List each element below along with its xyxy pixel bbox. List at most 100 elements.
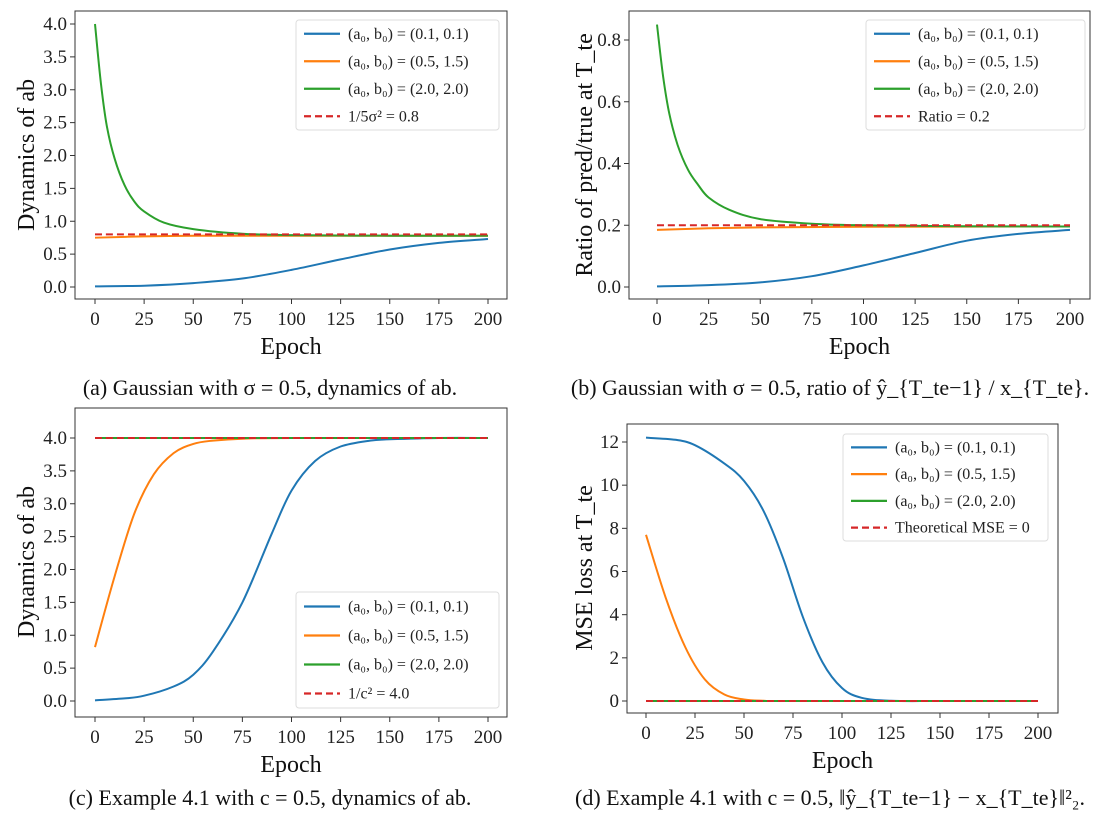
x-tick-label: 75 <box>802 309 821 330</box>
x-tick-label: 100 <box>277 309 306 330</box>
legend-label: Ratio = 0.2 <box>918 108 990 125</box>
y-tick-label: 4.0 <box>43 14 67 35</box>
x-tick-label: 175 <box>1004 309 1033 330</box>
legend: (a₀, b₀) = (0.1, 0.1) (a₀, b₀) = (0.5, 1.… <box>295 591 500 709</box>
y-tick-label: 2 <box>610 648 620 669</box>
x-tick-label: 0 <box>90 309 100 330</box>
legend-label: (a₀, b₀) = (2.0, 2.0) <box>348 81 469 98</box>
x-tick-label: 125 <box>326 309 355 330</box>
y-tick-label: 0.4 <box>597 154 621 175</box>
x-tick-label: 150 <box>926 723 955 744</box>
x-tick-label: 175 <box>425 309 454 330</box>
y-tick-label: 1.0 <box>43 211 67 232</box>
axes-frame <box>628 10 1091 300</box>
y-tick-label: 6 <box>610 562 620 583</box>
y-tick-label: 0 <box>610 691 620 712</box>
x-tick-label: 175 <box>975 723 1004 744</box>
y-tick-label: 2.5 <box>43 527 67 548</box>
y-tick-label: 1.5 <box>43 592 67 613</box>
subplot-a: 0 25 50 75 100 125 150 175 200 0.0 0.5 1.0 1.5 2.0 2.5… <box>14 10 508 400</box>
subplot-d: 0 25 50 75 100 125 150 175 200 0 2 4 6 8 10 12 Epoch MSE … <box>572 423 1085 810</box>
y-tick-label: 0.0 <box>43 277 67 298</box>
y-tick-label: 4.0 <box>43 428 67 449</box>
legend-label: (a₀, b₀) = (0.5, 1.5) <box>348 53 469 70</box>
y-tick-label: 3.0 <box>43 80 67 101</box>
x-tick-label: 50 <box>751 309 770 330</box>
x-tick-label: 100 <box>828 723 857 744</box>
subplot-caption: (c) Example 4.1 with c = 0.5, dynamics o… <box>69 785 472 810</box>
y-tick-label: 2.5 <box>43 113 67 134</box>
x-tick-label: 25 <box>135 727 154 748</box>
x-tick-label: 100 <box>849 309 878 330</box>
y-tick-label: 0.5 <box>43 244 67 265</box>
x-tick-label: 75 <box>784 723 803 744</box>
subplot-caption: (b) Gaussian with σ = 0.5, ratio of ŷ_{T… <box>571 375 1089 400</box>
y-tick-label: 10 <box>600 475 619 496</box>
x-tick-label: 25 <box>135 309 154 330</box>
x-tick-label: 200 <box>474 727 503 748</box>
series-line-0 <box>94 238 489 288</box>
x-tick-label: 0 <box>641 723 651 744</box>
legend-label: (a₀, b₀) = (2.0, 2.0) <box>895 493 1016 510</box>
legend-label: (a₀, b₀) = (0.5, 1.5) <box>348 628 469 645</box>
legend-label: 1/5σ² = 0.8 <box>348 108 419 125</box>
x-axis-label: Epoch <box>829 334 890 360</box>
x-tick-label: 175 <box>425 727 454 748</box>
x-tick-label: 200 <box>1024 723 1053 744</box>
y-tick-label: 3.0 <box>43 494 67 515</box>
x-tick-label: 125 <box>326 727 355 748</box>
x-tick-label: 150 <box>376 727 405 748</box>
subplot-c: 0 25 50 75 100 125 150 175 200 0.0 0.5 1.0 1.5 2.0 2.5… <box>14 407 508 810</box>
y-tick-label: 1.5 <box>43 178 67 199</box>
x-tick-label: 75 <box>233 727 252 748</box>
x-tick-label: 100 <box>277 727 306 748</box>
y-axis-label: Dynamics of ab <box>14 79 40 231</box>
y-tick-label: 0.0 <box>597 277 621 298</box>
series-line-0 <box>94 436 489 702</box>
legend-label: (a₀, b₀) = (0.1, 0.1) <box>918 26 1039 43</box>
x-tick-label: 125 <box>877 723 906 744</box>
x-tick-label: 150 <box>953 309 982 330</box>
x-tick-label: 50 <box>184 727 203 748</box>
x-axis-label: Epoch <box>260 334 321 360</box>
x-tick-label: 200 <box>474 309 503 330</box>
x-tick-label: 25 <box>686 723 705 744</box>
x-tick-label: 150 <box>376 309 405 330</box>
y-tick-label: 2.0 <box>43 560 67 581</box>
legend-box <box>295 19 500 131</box>
series-line-2 <box>656 24 1071 228</box>
x-tick-label: 25 <box>699 309 718 330</box>
y-tick-label: 2.0 <box>43 146 67 167</box>
legend-label: (a₀, b₀) = (2.0, 2.0) <box>918 81 1039 98</box>
x-tick-label: 50 <box>735 723 754 744</box>
y-tick-label: 1.0 <box>43 625 67 646</box>
legend-box <box>842 433 1049 542</box>
subplot-b: 0 25 50 75 100 125 150 175 200 0.0 0.2 0.4 0.6 0.8 Epo… <box>571 10 1091 400</box>
y-tick-label: 0.8 <box>597 30 621 51</box>
legend-box <box>865 19 1086 131</box>
legend-label: (a₀, b₀) = (0.1, 0.1) <box>348 599 469 616</box>
y-tick-label: 0.0 <box>43 691 67 712</box>
legend-label: (a₀, b₀) = (0.5, 1.5) <box>895 466 1016 483</box>
x-tick-label: 125 <box>901 309 930 330</box>
y-axis-label: Ratio of pred/true at T_te <box>572 33 598 276</box>
legend-label: (a₀, b₀) = (0.5, 1.5) <box>918 53 1039 70</box>
x-axis-label: Epoch <box>812 748 873 774</box>
series-line-2 <box>94 23 489 237</box>
legend-label: Theoretical MSE = 0 <box>895 520 1030 537</box>
x-tick-label: 200 <box>1056 309 1085 330</box>
y-axis-label: MSE loss at T_te <box>572 485 598 651</box>
legend-label: (a₀, b₀) = (2.0, 2.0) <box>348 657 469 674</box>
legend: (a₀, b₀) = (0.1, 0.1) (a₀, b₀) = (0.5, 1.… <box>295 19 500 131</box>
y-tick-label: 0.2 <box>597 215 621 236</box>
x-tick-label: 0 <box>652 309 662 330</box>
y-tick-label: 3.5 <box>43 47 67 68</box>
y-tick-label: 12 <box>600 432 619 453</box>
subplot-caption: (d) Example 4.1 with c = 0.5, ‖ŷ_{T_te−1… <box>575 785 1085 810</box>
legend-label: (a₀, b₀) = (0.1, 0.1) <box>348 26 469 43</box>
y-tick-label: 0.6 <box>597 92 621 113</box>
y-tick-label: 0.5 <box>43 658 67 679</box>
subplot-caption: (a) Gaussian with σ = 0.5, dynamics of a… <box>83 375 457 400</box>
x-axis-label: Epoch <box>260 752 321 778</box>
